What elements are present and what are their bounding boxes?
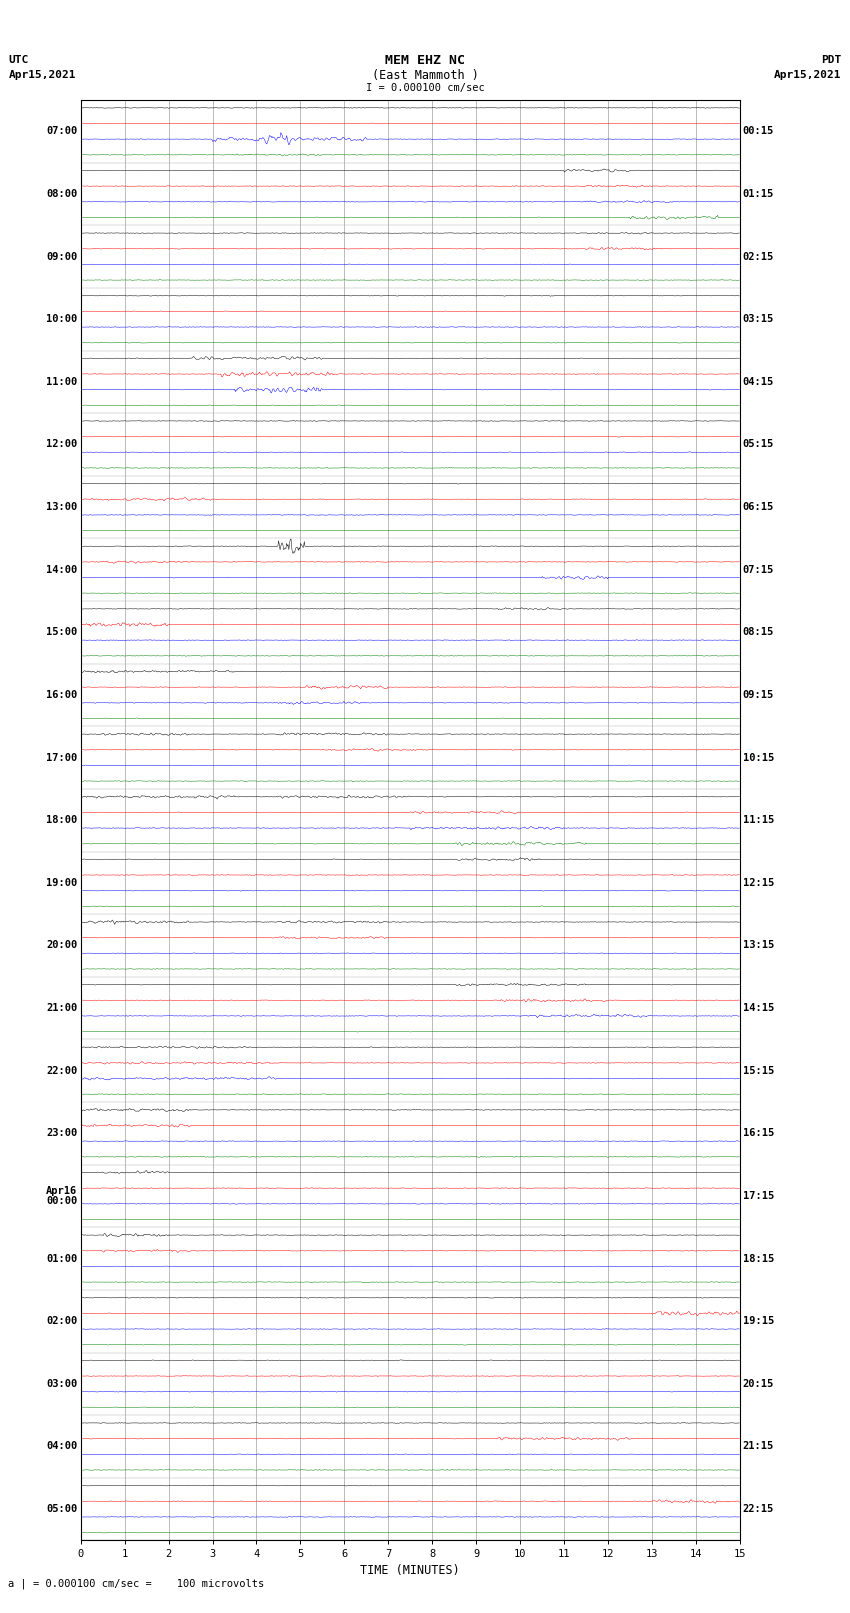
- Text: 16:15: 16:15: [743, 1129, 774, 1139]
- Text: 21:15: 21:15: [743, 1442, 774, 1452]
- Text: 20:00: 20:00: [46, 940, 77, 950]
- Text: 14:15: 14:15: [743, 1003, 774, 1013]
- Text: 04:15: 04:15: [743, 377, 774, 387]
- X-axis label: TIME (MINUTES): TIME (MINUTES): [360, 1563, 460, 1576]
- Text: 09:00: 09:00: [46, 252, 77, 261]
- Text: 00:15: 00:15: [743, 126, 774, 137]
- Text: 03:00: 03:00: [46, 1379, 77, 1389]
- Text: 10:00: 10:00: [46, 315, 77, 324]
- Text: 06:15: 06:15: [743, 502, 774, 511]
- Text: MEM EHZ NC: MEM EHZ NC: [385, 53, 465, 68]
- Text: 17:00: 17:00: [46, 753, 77, 763]
- Text: 02:15: 02:15: [743, 252, 774, 261]
- Text: 22:00: 22:00: [46, 1066, 77, 1076]
- Text: 12:00: 12:00: [46, 439, 77, 450]
- Text: 16:00: 16:00: [46, 690, 77, 700]
- Text: 05:15: 05:15: [743, 439, 774, 450]
- Text: 01:15: 01:15: [743, 189, 774, 198]
- Text: 13:00: 13:00: [46, 502, 77, 511]
- Text: 08:15: 08:15: [743, 627, 774, 637]
- Text: Apr15,2021: Apr15,2021: [8, 69, 76, 81]
- Text: PDT: PDT: [821, 55, 842, 66]
- Text: 15:15: 15:15: [743, 1066, 774, 1076]
- Text: 15:00: 15:00: [46, 627, 77, 637]
- Text: 07:00: 07:00: [46, 126, 77, 137]
- Text: 01:00: 01:00: [46, 1253, 77, 1263]
- Text: 17:15: 17:15: [743, 1190, 774, 1202]
- Text: 03:15: 03:15: [743, 315, 774, 324]
- Text: I = 0.000100 cm/sec: I = 0.000100 cm/sec: [366, 82, 484, 94]
- Text: 18:15: 18:15: [743, 1253, 774, 1263]
- Text: 21:00: 21:00: [46, 1003, 77, 1013]
- Text: 13:15: 13:15: [743, 940, 774, 950]
- Text: 19:15: 19:15: [743, 1316, 774, 1326]
- Text: 09:15: 09:15: [743, 690, 774, 700]
- Text: 23:00: 23:00: [46, 1129, 77, 1139]
- Text: 22:15: 22:15: [743, 1503, 774, 1515]
- Text: 04:00: 04:00: [46, 1442, 77, 1452]
- Text: Apr15,2021: Apr15,2021: [774, 69, 842, 81]
- Text: 18:00: 18:00: [46, 815, 77, 826]
- Text: 12:15: 12:15: [743, 877, 774, 887]
- Text: 10:15: 10:15: [743, 753, 774, 763]
- Text: 08:00: 08:00: [46, 189, 77, 198]
- Text: 07:15: 07:15: [743, 565, 774, 574]
- Text: a | = 0.000100 cm/sec =    100 microvolts: a | = 0.000100 cm/sec = 100 microvolts: [8, 1579, 264, 1589]
- Text: (East Mammoth ): (East Mammoth ): [371, 68, 479, 82]
- Text: 20:15: 20:15: [743, 1379, 774, 1389]
- Text: 11:15: 11:15: [743, 815, 774, 826]
- Text: 11:00: 11:00: [46, 377, 77, 387]
- Text: 14:00: 14:00: [46, 565, 77, 574]
- Text: 02:00: 02:00: [46, 1316, 77, 1326]
- Text: 19:00: 19:00: [46, 877, 77, 887]
- Text: Apr16
00:00: Apr16 00:00: [46, 1187, 77, 1205]
- Text: 05:00: 05:00: [46, 1503, 77, 1515]
- Text: UTC: UTC: [8, 55, 29, 66]
